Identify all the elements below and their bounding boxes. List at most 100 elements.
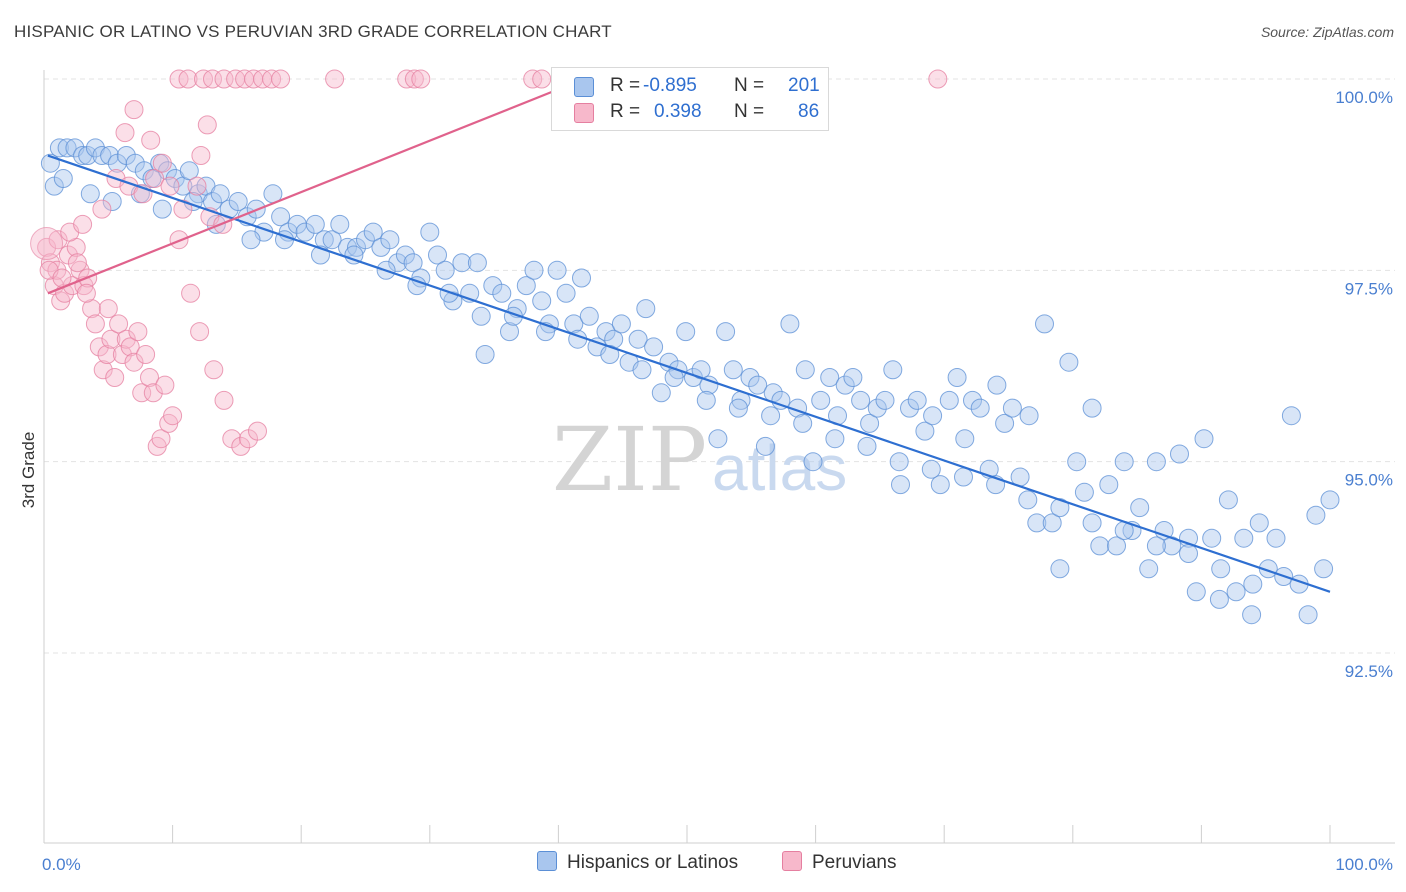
peruvians-trend-line	[47, 77, 585, 295]
watermark-atlas: atlas	[712, 432, 847, 504]
hispanics-point	[923, 406, 943, 426]
hispanics-point	[403, 253, 423, 273]
hispanics-point	[636, 299, 656, 319]
hispanics-point	[395, 245, 415, 265]
legend-r-label: R =	[610, 75, 641, 96]
tick-labels: 100.0% 97.5% 95.0% 92.5% 0.0% 100.0%	[42, 88, 1393, 874]
hispanics-point	[380, 230, 400, 250]
bottom-legend-label: Hispanics or Latinos	[567, 852, 739, 873]
hispanics-point	[1067, 452, 1087, 472]
hispanics-point	[954, 467, 973, 487]
hispanics-point	[1082, 513, 1102, 533]
hispanics-point	[1194, 429, 1214, 449]
hispanics-point	[1130, 498, 1150, 518]
hispanics-point	[883, 360, 903, 380]
legend: R = -0.895 N = 201 R = 0.398 N = 86	[551, 67, 829, 131]
hispanics-point	[696, 390, 716, 410]
peruvians-point	[109, 314, 129, 334]
peruvians-point	[214, 390, 234, 410]
hispanics-point	[1202, 528, 1222, 548]
hispanics-point	[53, 169, 73, 188]
peruvians-point	[115, 123, 135, 143]
hispanics-point	[1139, 559, 1159, 579]
hispanics-point	[939, 390, 959, 410]
hispanics-point	[889, 452, 909, 472]
peruvians-point	[73, 214, 93, 234]
hispanics-point	[970, 398, 990, 418]
peruvians-point	[124, 100, 144, 120]
bottom-legend-peruvians: Peruvians	[782, 851, 897, 874]
peruvians-point	[97, 345, 117, 364]
hispanics-point	[428, 245, 447, 265]
hispanics-point	[835, 375, 855, 395]
hispanics-point	[1314, 559, 1334, 579]
hispanics-point	[102, 192, 122, 211]
hispanics-point	[78, 146, 98, 165]
bottom-legend-swatch-blue	[537, 851, 557, 871]
hispanics-point	[1114, 452, 1134, 472]
hispanics-point	[1099, 475, 1119, 495]
legend-r-value: 0.398	[654, 101, 702, 122]
bottom-legend-swatch-pink	[782, 851, 802, 871]
hispanics-point	[795, 360, 815, 380]
hispanics-point	[1107, 536, 1126, 556]
peruvians-point	[143, 383, 163, 403]
hispanics-point	[987, 375, 1007, 395]
peruvians-point	[132, 383, 152, 403]
hispanics-point	[556, 283, 576, 303]
peruvians-point	[231, 436, 251, 456]
peruvians-point	[178, 69, 198, 89]
peruvians-point	[163, 406, 183, 426]
hispanics-point	[134, 161, 154, 181]
hispanics-point	[492, 283, 512, 303]
hispanics-point	[1211, 559, 1231, 579]
peruvians-point	[411, 69, 431, 89]
hispanics-point	[1218, 490, 1238, 510]
hispanics-point	[407, 276, 427, 296]
peruvians-point	[169, 230, 189, 250]
hispanics-point	[564, 314, 584, 334]
bottom-legend-hispanics: Hispanics or Latinos	[537, 851, 738, 874]
hispanics-point	[1018, 490, 1038, 510]
bottom-legend-label: Peruvians	[812, 852, 897, 873]
hispanics-point	[80, 184, 100, 204]
hispanics-point	[867, 398, 887, 418]
hispanics-point	[723, 360, 743, 380]
hispanics-point	[755, 436, 775, 456]
hispanics-point	[1298, 605, 1318, 625]
hispanics-point	[475, 345, 495, 364]
hispanics-point	[579, 306, 599, 326]
hispanics-point	[305, 214, 325, 234]
hispanics-trend-line	[47, 154, 1331, 593]
hispanics-point	[1074, 482, 1094, 502]
hispanics-point	[843, 368, 863, 387]
peruvians-point	[187, 176, 207, 196]
hispanics-point	[532, 291, 552, 311]
peruvians-point	[532, 69, 552, 89]
hispanics-point	[100, 146, 120, 165]
hispanics-point	[875, 390, 895, 410]
peruvians-point	[140, 368, 159, 387]
hispanics-point	[857, 436, 877, 456]
peruvians-point	[82, 299, 102, 319]
hispanics-point	[596, 322, 616, 342]
trend-lines	[47, 77, 1331, 593]
y-tick-label: 97.5%	[1345, 279, 1393, 298]
peruvians-point	[181, 283, 201, 303]
hispanics-point	[740, 368, 760, 387]
hispanics-point	[930, 475, 950, 495]
peruvians-point	[204, 360, 224, 380]
hispanics-point	[1179, 544, 1198, 563]
hispanics-point	[1027, 513, 1047, 533]
hispanics-point	[452, 253, 472, 273]
hispanics-point	[915, 421, 935, 441]
watermark: ZIP atlas	[552, 408, 847, 511]
hispanics-point	[1002, 398, 1022, 418]
peruvians-point	[76, 283, 96, 303]
hispanics-point	[851, 390, 871, 410]
peruvians-point	[92, 199, 112, 219]
hispanics-point	[420, 222, 440, 242]
hispanics-point	[811, 390, 831, 410]
hispanics-point	[716, 322, 736, 342]
